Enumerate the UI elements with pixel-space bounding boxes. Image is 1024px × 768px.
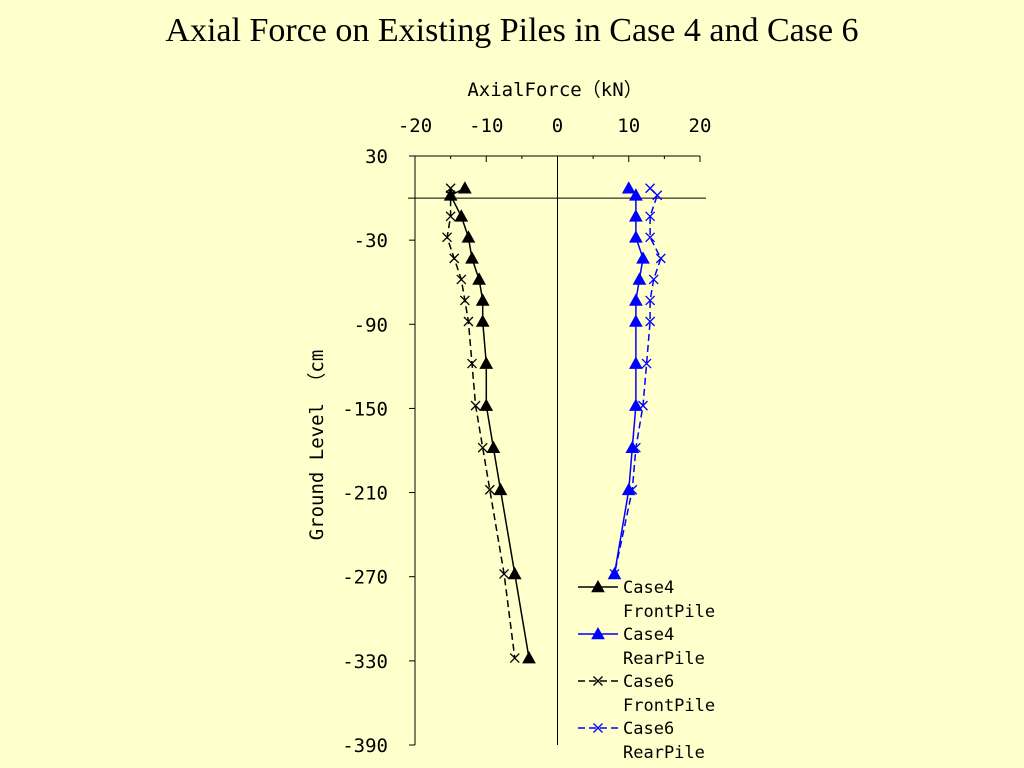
data-point — [630, 442, 641, 453]
data-point — [629, 230, 643, 243]
data-point — [638, 400, 648, 411]
data-point — [470, 400, 481, 411]
data-point — [467, 358, 477, 369]
data-point — [641, 358, 652, 369]
y-tick-label: -30 — [354, 230, 388, 252]
data-point — [445, 190, 456, 201]
legend-label: RearPile — [623, 743, 705, 763]
data-point — [609, 568, 620, 579]
data-point — [621, 181, 636, 194]
legend-item: Case6 RearPile — [578, 719, 705, 763]
legend-item: Case4 FrontPile — [578, 578, 715, 622]
data-point — [509, 653, 520, 664]
data-point — [458, 181, 472, 194]
data-point — [645, 232, 656, 243]
data-point — [461, 230, 476, 243]
data-point — [479, 398, 494, 411]
data-point — [645, 211, 656, 222]
y-tick-label: -390 — [342, 735, 388, 757]
data-point — [486, 440, 501, 453]
series-1 — [607, 181, 650, 580]
data-point — [522, 651, 536, 664]
chart-title: Axial Force on Existing Piles in Case 4 … — [165, 12, 859, 49]
legend-marker — [593, 676, 603, 686]
data-point — [629, 188, 643, 201]
x-tick-label: 20 — [689, 115, 712, 137]
data-point — [652, 190, 663, 201]
legend-marker — [593, 723, 603, 733]
data-point — [507, 566, 522, 580]
x-axis-title: AxialForce（kN） — [467, 79, 642, 101]
data-point — [629, 293, 643, 306]
data-point — [629, 356, 643, 369]
y-tick-label: -90 — [354, 314, 388, 336]
legend-label: FrontPile — [623, 602, 715, 622]
x-tick-label: 10 — [617, 115, 640, 137]
y-tick-label: 30 — [365, 146, 388, 168]
y-tick-label: -210 — [342, 483, 388, 505]
series-2 — [442, 183, 520, 664]
series-3 — [609, 183, 666, 579]
legend-item: Case4 RearPile — [578, 625, 705, 669]
legend: Case4 FrontPile Case4 RearPile Case6 FrontPil… — [578, 578, 715, 763]
data-point — [655, 253, 666, 264]
x-tick-label: -10 — [469, 115, 503, 137]
legend-label: Case6 — [623, 719, 674, 739]
data-point — [445, 211, 456, 222]
legend-marker — [591, 579, 605, 593]
data-point — [629, 398, 643, 411]
data-point — [459, 295, 470, 306]
data-point — [465, 251, 479, 264]
data-point — [645, 316, 656, 327]
data-point — [645, 295, 656, 306]
data-point — [629, 209, 643, 222]
legend-item: Case6 FrontPile — [578, 672, 715, 716]
data-point — [627, 484, 638, 495]
data-point — [477, 442, 488, 453]
legend-label: Case4 — [623, 625, 674, 645]
legend-label: RearPile — [623, 649, 705, 669]
x-tick-label: -20 — [398, 115, 432, 137]
data-point — [449, 253, 460, 264]
data-point — [648, 274, 659, 285]
legend-label: Case6 — [623, 672, 674, 692]
data-point — [629, 314, 643, 327]
series-group — [442, 181, 666, 664]
data-point — [442, 232, 453, 243]
legend-label: Case4 — [623, 578, 674, 598]
data-point — [484, 484, 495, 495]
series-line — [613, 187, 644, 575]
data-point — [493, 482, 508, 496]
data-point — [472, 272, 486, 285]
data-point — [632, 272, 647, 285]
data-point — [454, 209, 469, 222]
data-point — [479, 356, 494, 369]
data-point — [636, 251, 650, 264]
axes-group: -20 -10 0 10 20 30 -30 -90 -150 -210 -270 -330 -390 A… — [306, 79, 711, 757]
data-point — [445, 183, 456, 194]
y-tick-label: -150 — [342, 398, 388, 420]
data-point — [456, 274, 467, 285]
legend-label: FrontPile — [623, 696, 715, 716]
series-line — [613, 187, 662, 575]
series-line — [446, 188, 516, 659]
data-point — [463, 316, 474, 327]
y-tick-label: -330 — [342, 651, 388, 673]
x-tick-label: 0 — [552, 115, 563, 137]
data-point — [475, 293, 490, 306]
series-line — [449, 187, 530, 659]
y-tick-label: -270 — [342, 567, 388, 589]
data-point — [475, 314, 490, 327]
data-point — [499, 568, 510, 579]
legend-marker — [591, 626, 605, 640]
series-0 — [443, 181, 536, 664]
y-axis-title: Ground Level （cm — [306, 350, 328, 541]
